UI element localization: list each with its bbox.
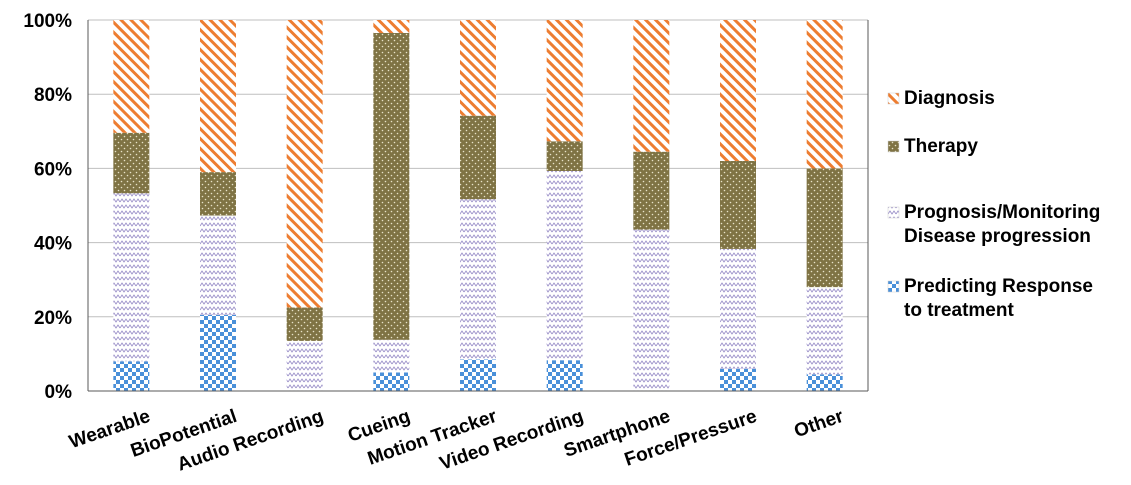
bar-segment (373, 32, 410, 340)
legend-label: Disease progression (904, 226, 1091, 247)
bar-segment (633, 20, 670, 152)
bar-segment (806, 20, 843, 169)
legend-swatch (887, 206, 900, 219)
bar-segment (460, 199, 496, 360)
legend-item: Therapy (887, 136, 978, 157)
bar-stack (200, 20, 236, 391)
y-tick-labels: 0% 20% 40% 60% 80% 100% (23, 11, 72, 403)
bar-segment (806, 374, 843, 391)
legend-item: Predicting Response to treatment (887, 276, 1093, 321)
bar-segment (373, 20, 410, 33)
bar-segment (546, 141, 583, 171)
y-tick-label: 80% (34, 85, 72, 106)
bar-segment (720, 160, 756, 249)
bar-segment (806, 168, 843, 288)
bar-segment (806, 287, 843, 375)
bar-segment (633, 151, 670, 230)
bar-segment (373, 339, 410, 373)
legend-label: Predicting Response (904, 276, 1093, 297)
bar-segment (546, 360, 583, 391)
bar-segment (460, 359, 496, 391)
bar-stack (720, 20, 756, 391)
legend-item: Prognosis/Monitoring Disease progression (887, 202, 1100, 247)
bar-segment (720, 368, 756, 391)
bar-segment (286, 307, 323, 341)
y-tick-label: 20% (34, 308, 72, 329)
legend-label: Therapy (904, 136, 978, 157)
bar-segment (200, 20, 236, 173)
bar-segment (200, 172, 236, 216)
bar-segment (200, 215, 236, 315)
bar-segment (113, 20, 150, 133)
bar-segment (633, 229, 670, 391)
bar-segment (113, 132, 150, 194)
axes (87, 20, 869, 392)
legend-label: Diagnosis (904, 88, 995, 109)
bar-stack (373, 20, 410, 391)
bar-stack (460, 20, 496, 391)
legend-item: Diagnosis (887, 88, 995, 109)
bar-segment (113, 361, 150, 391)
bar-segment (720, 20, 756, 161)
bar-stack (113, 20, 150, 391)
bar-stack (286, 20, 323, 391)
x-category-label: Other (792, 406, 847, 443)
legend-swatch (887, 280, 900, 293)
bar-segment (286, 340, 323, 391)
x-category-label: Audio Recording (175, 406, 327, 476)
bar-segment (286, 20, 323, 308)
y-tick-label: 60% (34, 159, 72, 180)
legend-swatch (887, 92, 900, 105)
legend-swatch (887, 140, 900, 153)
bar-segment (460, 20, 496, 116)
bar-segment (546, 170, 583, 361)
bar-segment (200, 314, 236, 391)
y-tick-label: 0% (45, 382, 73, 403)
bar-segment (546, 20, 583, 142)
legend: Diagnosis Therapy Prognosis/Monitoring Dise… (887, 88, 1100, 321)
y-tick-label: 40% (34, 234, 72, 255)
bar-stack (806, 20, 843, 391)
bar-segment (373, 372, 410, 391)
bar-segment (113, 193, 150, 362)
y-tick-label: 100% (23, 11, 72, 32)
legend-label: Prognosis/Monitoring (904, 202, 1100, 223)
bar-stack (546, 20, 583, 391)
bars (113, 20, 843, 391)
bar-segment (720, 248, 756, 369)
bar-stack (633, 20, 670, 391)
bar-segment (460, 115, 496, 200)
legend-label: to treatment (904, 300, 1014, 321)
